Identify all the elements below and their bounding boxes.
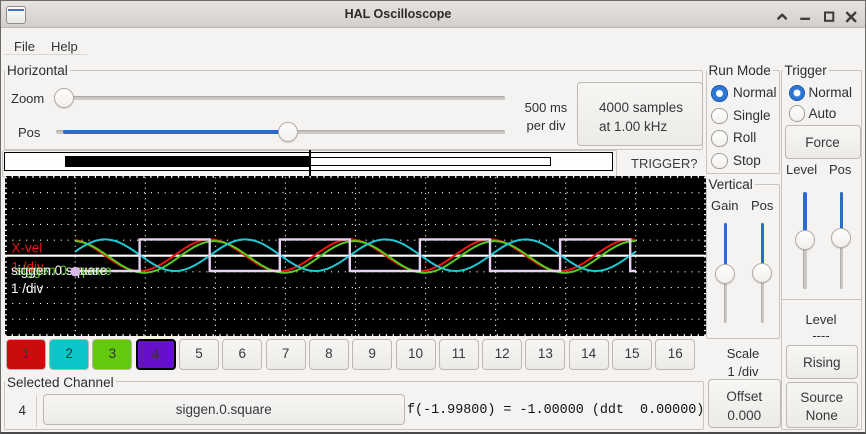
svg-text:siggen.0.square: siggen.0.square <box>11 263 107 278</box>
svg-text:X-vel: X-vel <box>11 241 42 256</box>
svg-text:1 /div: 1 /div <box>11 260 44 275</box>
svg-text:1 /div: 1 /div <box>11 281 44 296</box>
svg-text:siggen.0.square: siggen.0.square <box>16 263 112 278</box>
